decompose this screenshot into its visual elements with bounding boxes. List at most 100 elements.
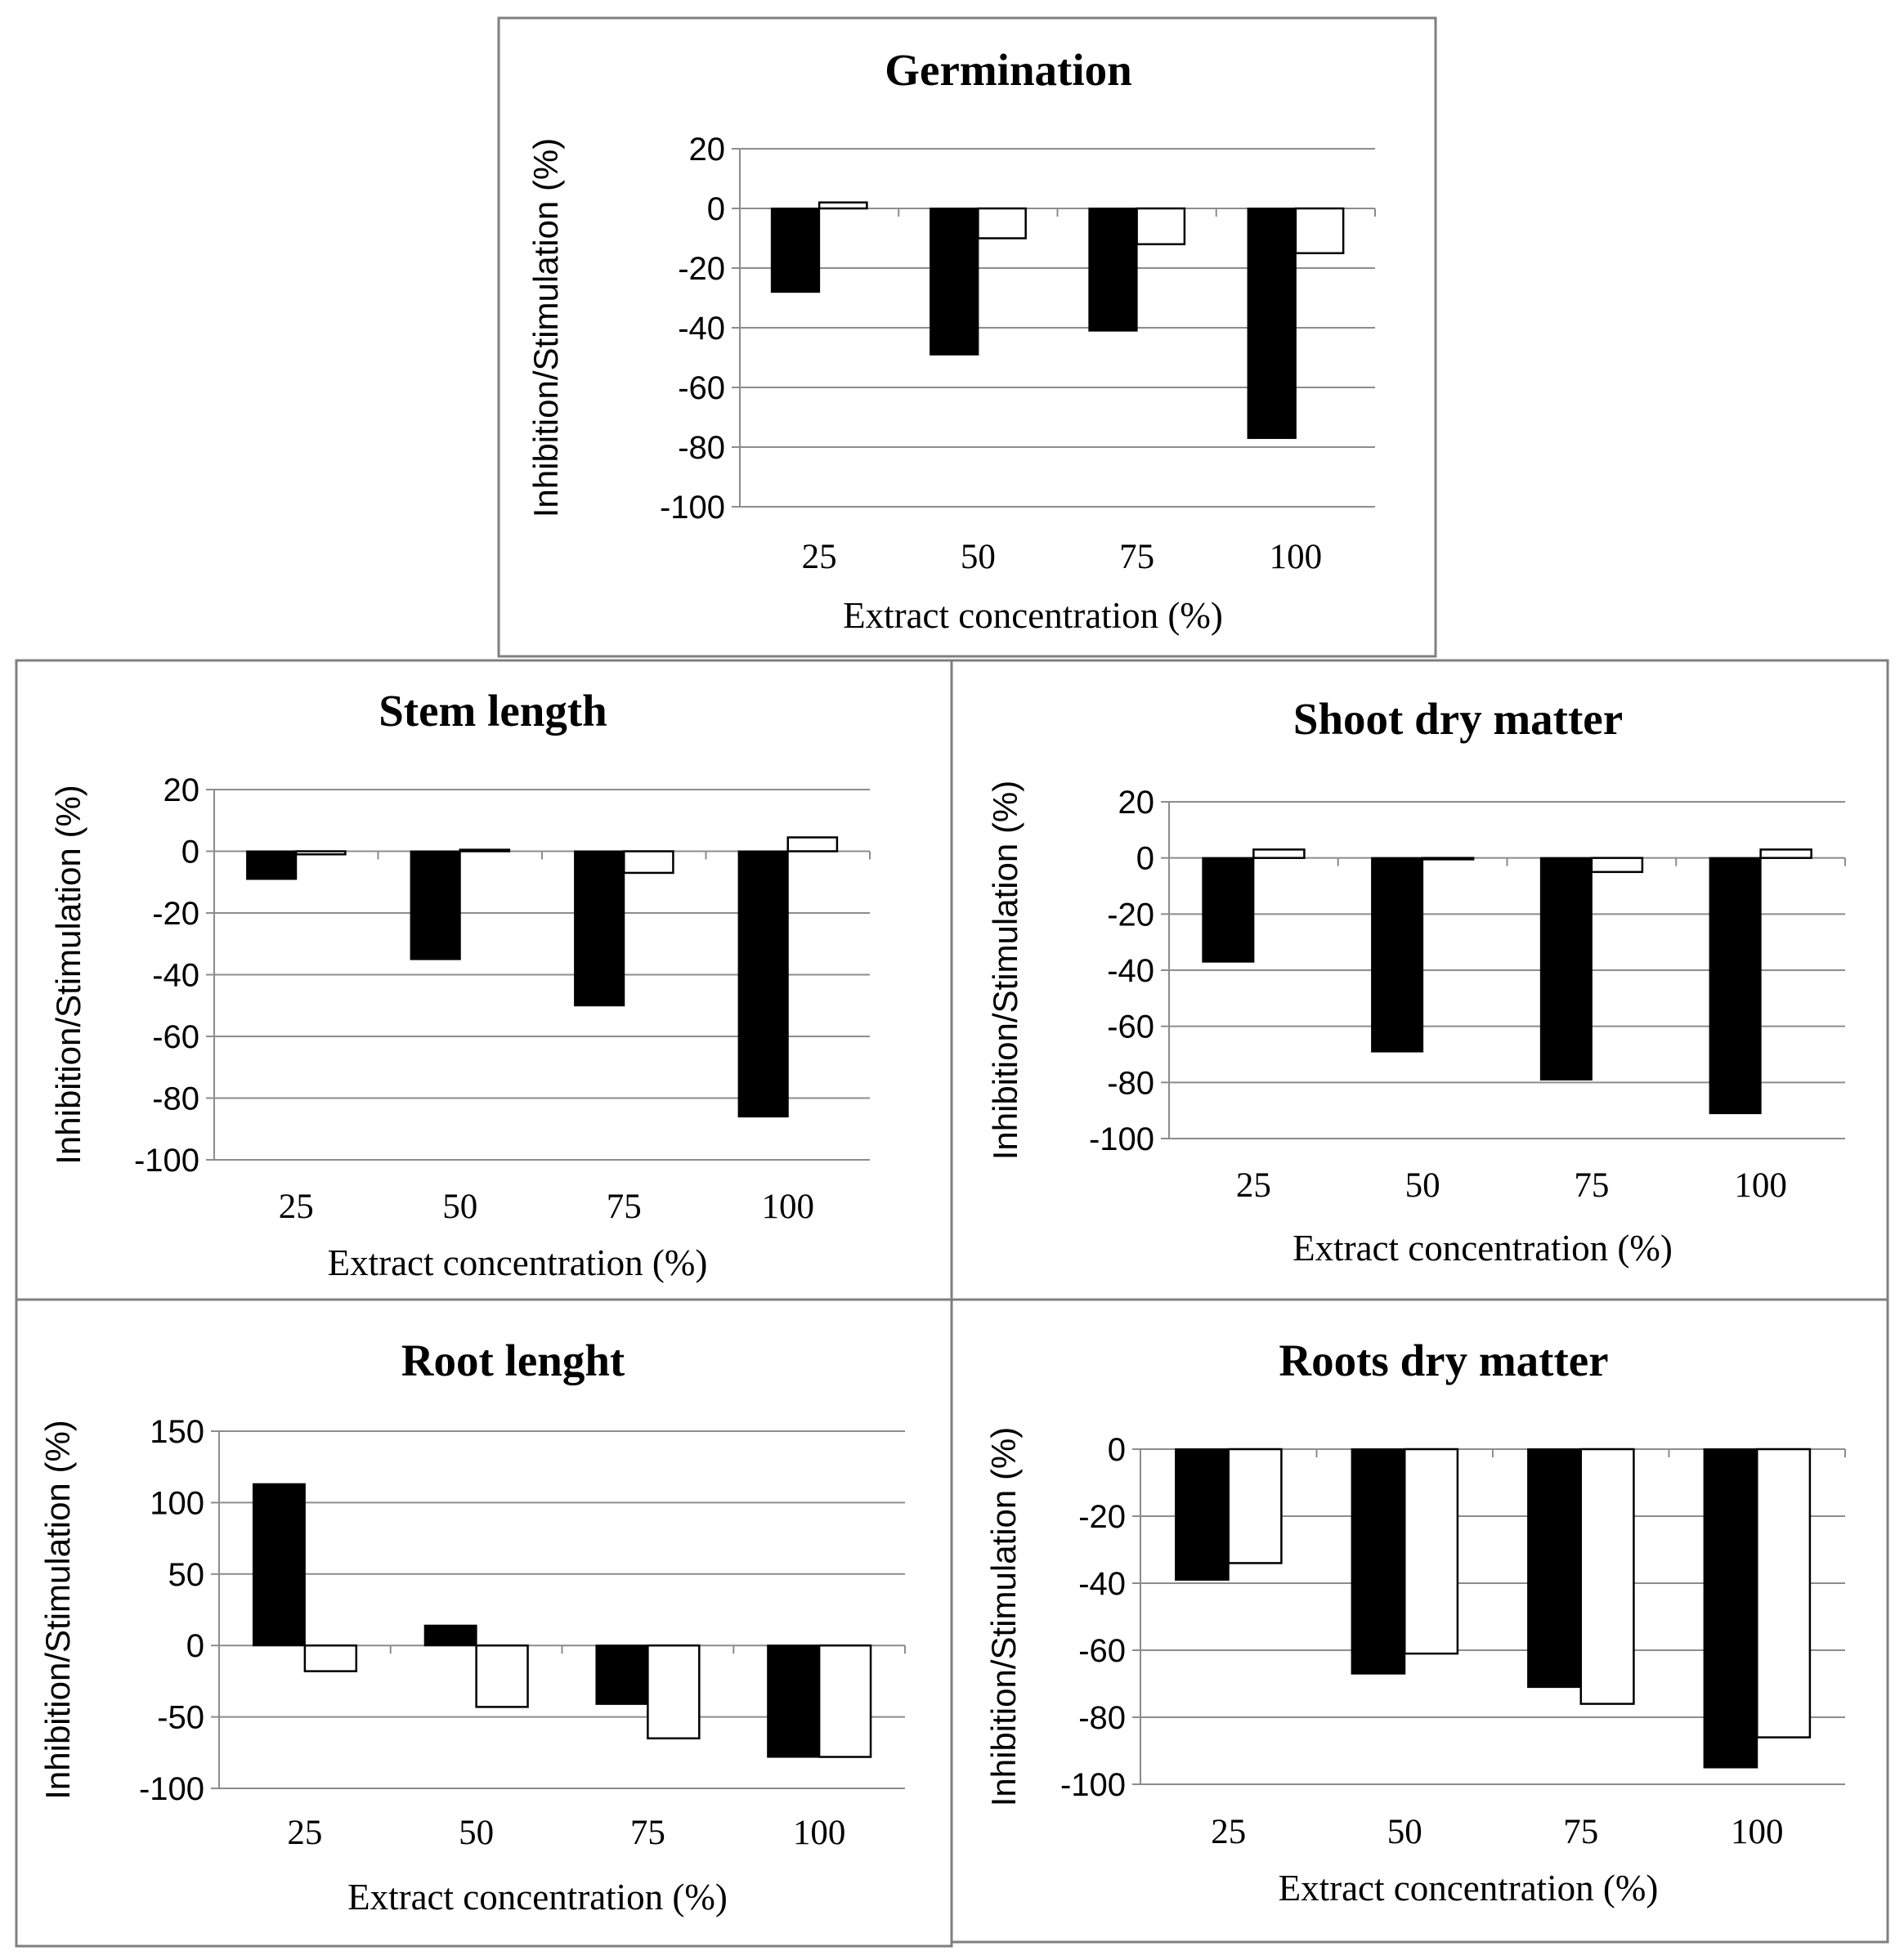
- bar-white-75: [1590, 857, 1644, 874]
- chart-title: Roots dry matter: [1279, 1336, 1608, 1385]
- bar-black-75: [1527, 1448, 1582, 1689]
- y-tick-label: -80: [678, 430, 725, 466]
- x-category-label: 25: [1236, 1166, 1271, 1205]
- y-tick-label: -60: [152, 1019, 199, 1055]
- bar-white-50: [1404, 1448, 1459, 1655]
- y-axis-label: Inhibition/Stimulation (%): [986, 781, 1024, 1161]
- y-tick-label: 0: [707, 191, 725, 227]
- x-category-label: 50: [1387, 1813, 1422, 1851]
- y-tick-label: 150: [150, 1414, 204, 1450]
- bar-black-50: [1371, 857, 1424, 1053]
- bar-white-100: [1756, 1448, 1812, 1738]
- bar-black-100: [767, 1645, 821, 1758]
- chart-root-lenght: 150 100 50 0 -50 -100 25 50 75 100 Root lenght Extr…: [15, 1298, 953, 1948]
- bar-black-100: [1247, 208, 1297, 440]
- x-category-label: 75: [1574, 1166, 1609, 1205]
- bar-black-25: [252, 1483, 306, 1647]
- bar-white-25: [295, 850, 347, 856]
- bar-black-75: [1539, 857, 1593, 1081]
- bar-white-25: [1252, 848, 1306, 859]
- x-axis-label: Extract concentration (%): [347, 1877, 728, 1917]
- panel-frame: [15, 1298, 953, 1948]
- x-category-label: 50: [1405, 1166, 1440, 1205]
- bar-black-50: [930, 208, 979, 356]
- x-category-label: 75: [1119, 538, 1154, 576]
- x-category-label: 25: [287, 1814, 322, 1852]
- bar-white-100: [818, 1644, 872, 1758]
- x-category-label: 100: [1270, 538, 1323, 576]
- bar-black-75: [595, 1645, 649, 1705]
- y-tick-label: -50: [157, 1700, 204, 1736]
- y-tick-label: -40: [678, 311, 725, 347]
- y-tick-label: -60: [678, 370, 725, 406]
- x-category-label: 25: [279, 1188, 314, 1226]
- x-category-label: 50: [459, 1814, 494, 1852]
- bar-white-50: [977, 207, 1027, 239]
- y-axis-label: Inhibition/Stimulation (%): [49, 785, 87, 1165]
- bar-white-25: [303, 1644, 358, 1672]
- bar-black-25: [1175, 1448, 1230, 1581]
- y-tick-label: -100: [139, 1771, 204, 1807]
- bar-white-25: [818, 201, 868, 210]
- x-category-label: 100: [762, 1188, 815, 1226]
- bar-white-50: [475, 1644, 529, 1708]
- bar-black-25: [1202, 857, 1255, 963]
- y-axis-label: Inhibition/Stimulation (%): [526, 138, 565, 518]
- chart-roots-dry-matter: 0 -20 -40 -60 -80 -100 25 50 75 100 Roots dry matt…: [950, 1298, 1889, 1944]
- bar-white-100: [1759, 848, 1812, 859]
- y-tick-label: 0: [1108, 1432, 1126, 1468]
- bar-black-100: [737, 850, 789, 1118]
- y-tick-label: -100: [134, 1143, 199, 1179]
- bar-black-75: [574, 850, 625, 1007]
- y-tick-label: 20: [164, 772, 200, 808]
- x-category-label: 100: [793, 1814, 846, 1852]
- x-axis-label: Extract concentration (%): [328, 1242, 708, 1283]
- x-axis-label: Extract concentration (%): [1292, 1228, 1673, 1269]
- chart-title: Stem length: [379, 686, 607, 736]
- bar-white-25: [1227, 1448, 1283, 1564]
- x-axis-label: Extract concentration (%): [843, 595, 1223, 636]
- y-tick-label: -60: [1107, 1009, 1154, 1045]
- y-axis-label: Inhibition/Stimulation (%): [984, 1427, 1023, 1807]
- y-tick-label: -20: [1107, 897, 1154, 933]
- y-tick-label: -20: [1078, 1499, 1126, 1535]
- bar-white-50: [459, 848, 511, 852]
- y-tick-label: 0: [1136, 841, 1154, 877]
- chart-shoot-dry-matter: 20 0 -20 -40 -60 -80 -100 25 50 75 100 Shoot dry ma…: [950, 659, 1889, 1301]
- y-tick-label: 50: [168, 1557, 205, 1593]
- x-category-label: 100: [1734, 1166, 1787, 1205]
- bar-black-50: [1351, 1448, 1406, 1675]
- y-tick-label: -80: [1107, 1065, 1154, 1101]
- x-axis-label: Extract concentration (%): [1279, 1868, 1659, 1909]
- x-category-label: 25: [802, 538, 837, 576]
- y-tick-label: 100: [150, 1485, 204, 1521]
- y-tick-label: -60: [1078, 1633, 1126, 1669]
- x-category-label: 75: [630, 1814, 665, 1852]
- y-axis-label: Inhibition/Stimulation (%): [38, 1420, 77, 1800]
- y-tick-label: -40: [152, 958, 199, 994]
- y-tick-label: -20: [678, 251, 725, 287]
- chart-title: Root lenght: [401, 1336, 625, 1385]
- panel-frame: [15, 659, 953, 1301]
- y-tick-label: 0: [181, 835, 199, 870]
- y-tick-label: -100: [1089, 1121, 1154, 1157]
- bar-white-75: [1579, 1448, 1635, 1705]
- y-tick-label: 20: [1118, 785, 1155, 821]
- y-tick-label: 20: [689, 132, 726, 168]
- chart-title: Shoot dry matter: [1293, 694, 1623, 744]
- chart-germination: 20 0 -20 -40 -60 -80 -100 25 50 75 100 Germination E…: [497, 16, 1437, 658]
- y-tick-label: -20: [152, 896, 199, 932]
- bar-black-25: [246, 850, 298, 880]
- bar-white-75: [647, 1644, 701, 1740]
- x-category-label: 75: [607, 1188, 642, 1226]
- bar-white-50: [1421, 857, 1475, 861]
- y-tick-label: -100: [1060, 1767, 1126, 1803]
- bar-white-75: [623, 850, 674, 875]
- bar-black-75: [1088, 208, 1138, 332]
- bar-black-50: [410, 850, 461, 960]
- bar-black-100: [1703, 1448, 1758, 1769]
- x-category-label: 25: [1211, 1813, 1246, 1851]
- y-tick-label: -100: [660, 490, 725, 526]
- bar-black-50: [423, 1624, 477, 1647]
- x-category-label: 75: [1563, 1813, 1598, 1851]
